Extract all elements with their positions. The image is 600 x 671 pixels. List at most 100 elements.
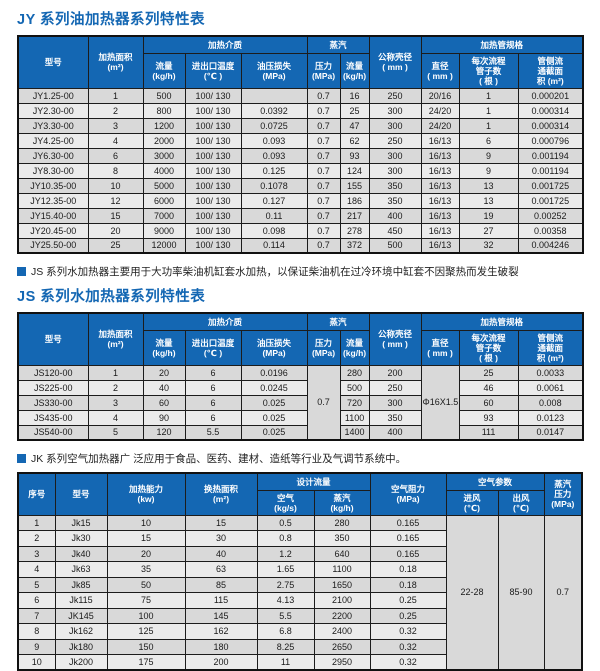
jy-table-header: 型号 加热面积 (m²) 加热介质 蒸汽 公称壳径 ( mm ) 加热管规格 流… — [17, 35, 584, 89]
jk-table-header: 序号 型号 加热能力 (kw) 换热面积 (m²) 设计流量 空气阻力 (MPa… — [17, 472, 583, 516]
table-cell: 0.7 — [306, 207, 341, 224]
table-cell: JS225-00 — [17, 379, 89, 396]
table-cell: JS120-00 — [17, 364, 89, 381]
table-cell: 7 — [17, 607, 56, 625]
table-cell: 2650 — [313, 638, 371, 656]
table-cell: 0.0061 — [517, 379, 584, 396]
table-cell: 5.5 — [184, 424, 242, 441]
table-cell: 19 — [458, 207, 519, 224]
col-group-heating-medium: 加热介质 — [142, 35, 308, 54]
table-cell: 0.18 — [369, 576, 447, 594]
table-cell: 27 — [458, 222, 519, 239]
table-cell: 186 — [339, 192, 370, 209]
table-cell: 40 — [142, 379, 186, 396]
table-cell: 0.7 — [306, 87, 341, 104]
col-header-inout-temp: 进出口温度 (℃ ) — [184, 52, 242, 89]
table-cell: 4.13 — [256, 592, 315, 609]
table-cell: 10 — [106, 514, 186, 532]
col-header-inlet-temp: 进风 (℃) — [445, 489, 499, 516]
table-cell: 450 — [368, 222, 422, 239]
table-cell: 0.7 — [306, 364, 341, 441]
table-cell: 155 — [339, 177, 370, 194]
table-cell: JY8.30-00 — [17, 162, 89, 179]
table-cell: 0.7 — [543, 514, 583, 671]
table-row: JY2.30-00 2 800 100/ 130 0.0392 0.7 25 300 24/20… — [17, 102, 584, 119]
table-cell: 100/ 130 — [184, 237, 242, 254]
table-cell: 6.8 — [256, 623, 315, 640]
table-cell: JY12.35-00 — [17, 192, 89, 209]
table-cell: 120 — [142, 424, 186, 441]
table-cell: 0.025 — [240, 409, 308, 426]
table-cell: 10 — [87, 177, 144, 194]
table-cell: Jk85 — [54, 576, 108, 594]
table-cell: 400 — [368, 424, 422, 441]
col-group-heating-medium: 加热介质 — [142, 312, 308, 331]
table-cell: 16/13 — [420, 192, 460, 209]
table-cell: 4 — [87, 132, 144, 149]
table-cell: 0.7 — [306, 132, 341, 149]
col-header-oil-loss: 油压损失 (MPa) — [240, 329, 308, 366]
table-cell: 0.114 — [240, 237, 308, 254]
table-cell: 100/ 130 — [184, 87, 242, 104]
col-group-steam: 蒸汽 — [306, 35, 370, 54]
table-cell: JY6.30-00 — [17, 147, 89, 164]
table-cell: 280 — [313, 514, 371, 532]
table-cell: 0.093 — [240, 147, 308, 164]
table-cell: 25 — [87, 237, 144, 254]
table-cell: 0.098 — [240, 222, 308, 239]
js-note: JS 系列水加热器主要用于大功率柴油机缸套水加热，以保证柴油机在过冷环境中缸套不… — [17, 264, 583, 279]
table-cell: 0.8 — [256, 530, 315, 547]
table-cell: 25 — [339, 102, 370, 119]
table-cell: 0.25 — [369, 607, 447, 625]
table-cell: 100/ 130 — [184, 132, 242, 149]
table-cell: JK145 — [54, 607, 108, 625]
table-cell: 0.001194 — [517, 147, 584, 164]
col-header-flow: 流量 (kg/h) — [142, 329, 186, 366]
table-cell: 5 — [17, 576, 56, 594]
table-cell: 1 — [17, 514, 56, 532]
table-cell: 0.7 — [306, 192, 341, 209]
table-cell: 100/ 130 — [184, 117, 242, 134]
col-group-tube-spec: 加热管规格 — [420, 35, 584, 54]
table-cell: 60 — [142, 394, 186, 411]
table-row: 8 Jk162 125 162 6.8 2400 0.32 — [17, 623, 582, 640]
table-cell: 1 — [458, 87, 519, 104]
table-row: JS435-00 4 90 6 0.025 1100 350 93 0.0123 — [17, 409, 584, 426]
js-heater-table: 型号 加热面积 (m²) 加热介质 蒸汽 公称壳径 ( mm ) 加热管规格 流… — [17, 312, 585, 442]
table-cell: 100 — [106, 607, 186, 625]
table-cell: 145 — [184, 607, 258, 625]
table-cell: 1 — [87, 364, 144, 381]
table-cell: 20 — [142, 364, 186, 381]
table-cell — [240, 87, 308, 104]
table-cell: 100/ 130 — [184, 192, 242, 209]
col-header-tube-diameter: 直径 ( mm ) — [420, 329, 460, 366]
js-table-title: JS 系列水加热器系列特性表 — [17, 289, 206, 306]
table-cell: 6000 — [142, 192, 186, 209]
table-cell: 60 — [458, 394, 519, 411]
table-cell: 8 — [87, 162, 144, 179]
table-cell: 300 — [368, 162, 422, 179]
table-cell: 0.25 — [369, 592, 447, 609]
table-cell: Jk200 — [54, 654, 108, 671]
table-cell: 24/20 — [420, 117, 460, 134]
table-cell: Jk180 — [54, 638, 108, 656]
table-cell: 0.7 — [306, 162, 341, 179]
col-header-model: 型号 — [17, 35, 89, 89]
table-cell: 250 — [368, 379, 422, 396]
table-row: JY6.30-00 6 3000 100/ 130 0.093 0.7 93 300 16/13… — [17, 147, 584, 164]
table-cell: 100/ 130 — [184, 207, 242, 224]
table-cell: 372 — [339, 237, 370, 254]
table-cell: 1100 — [339, 409, 370, 426]
table-cell: 0.32 — [369, 638, 447, 656]
jy-table-body: JY1.25-00 1 500 100/ 130 0.7 16 250 20/16 1 0.000… — [17, 87, 584, 254]
blue-square-bullet-icon — [17, 267, 26, 277]
table-cell: 162 — [184, 623, 258, 640]
table-cell: 175 — [106, 654, 186, 671]
table-row: JY1.25-00 1 500 100/ 130 0.7 16 250 20/16 1 0.000… — [17, 87, 584, 104]
table-cell: 15 — [106, 530, 186, 547]
table-row: 1 Jk15 10 15 0.5 280 0.165 22-28 85-90 0.7 — [17, 514, 583, 671]
table-cell: 0.165 — [369, 530, 447, 547]
table-cell: 1400 — [339, 424, 370, 441]
table-cell: 93 — [339, 147, 370, 164]
